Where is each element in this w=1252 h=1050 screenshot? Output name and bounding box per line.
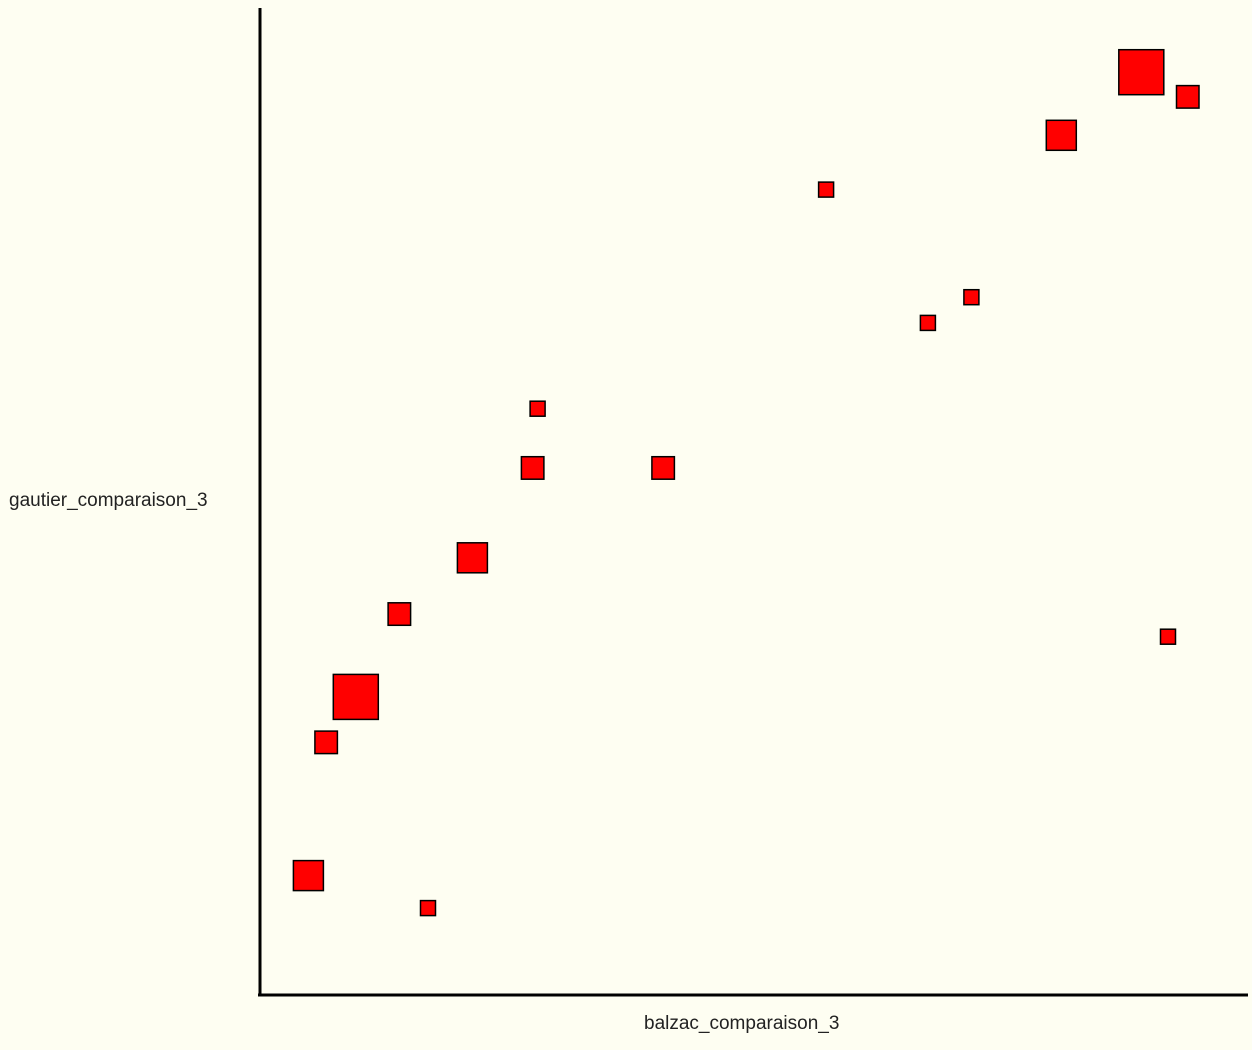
- data-point-1: [1118, 48, 1165, 96]
- y-axis-label: gautier_comparaison_3: [9, 490, 208, 511]
- data-point-5: [963, 288, 980, 306]
- data-point-10: [456, 542, 489, 574]
- data-point-4: [817, 181, 835, 198]
- data-points: [292, 48, 1200, 917]
- data-point-13: [314, 730, 339, 755]
- data-point-12: [332, 673, 380, 721]
- data-point-8: [520, 455, 545, 480]
- data-point-9: [651, 455, 676, 480]
- data-point-3: [1045, 119, 1078, 152]
- data-point-16: [419, 899, 437, 917]
- data-point-15: [292, 859, 325, 892]
- data-point-2: [1175, 84, 1200, 109]
- data-point-6: [919, 314, 937, 332]
- data-point-14: [1159, 628, 1177, 645]
- data-point-7: [529, 400, 546, 417]
- data-point-11: [387, 602, 412, 627]
- x-axis-label: balzac_comparaison_3: [644, 1013, 840, 1034]
